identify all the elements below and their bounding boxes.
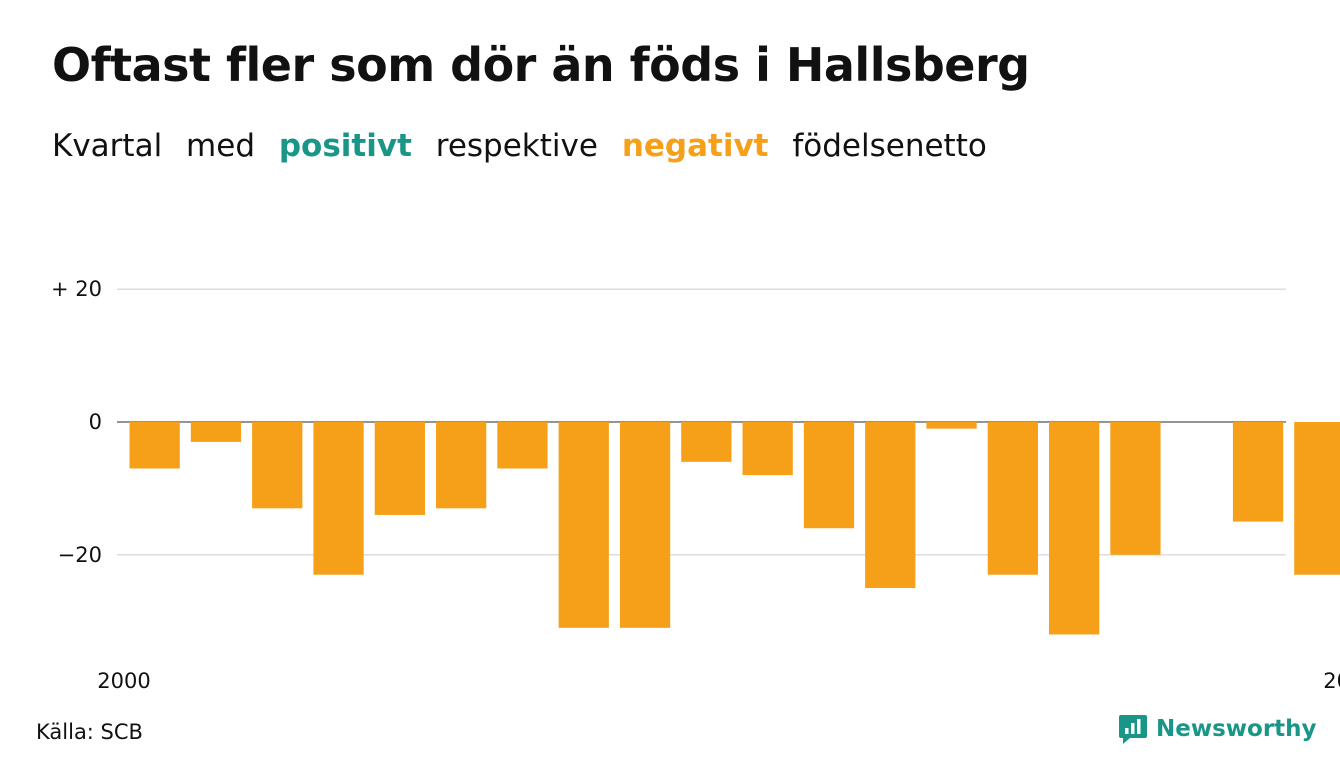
bar-negative xyxy=(1294,422,1340,575)
bar-negative xyxy=(926,422,977,429)
y-tick-label: + 20 xyxy=(51,277,102,301)
newsworthy-logo-icon xyxy=(1119,715,1147,744)
subtitle-word-med: med xyxy=(186,128,255,164)
newsworthy-brand: Newsworthy xyxy=(1118,713,1317,745)
bar-negative xyxy=(1110,422,1161,555)
subtitle-negative-legend: negativt xyxy=(621,128,769,164)
bar-negative xyxy=(681,422,732,462)
bar-negative xyxy=(313,422,364,575)
bar-negative xyxy=(497,422,548,469)
brand-name: Newsworthy xyxy=(1156,716,1317,742)
bar-negative xyxy=(129,422,180,469)
bar-negative xyxy=(1232,422,1284,522)
bar-negative xyxy=(619,422,671,628)
bar-negative xyxy=(742,422,793,476)
subtitle-positive-legend: positivt xyxy=(278,128,412,164)
bar-negative xyxy=(436,422,487,509)
y-tick-label: 0 xyxy=(89,410,102,434)
subtitle-word-fodelsenetto: födelsenetto xyxy=(792,128,987,164)
x-tick-label: 2005 xyxy=(1323,669,1340,693)
bar-negative xyxy=(190,422,242,442)
subtitle-word-kvartal: Kvartal xyxy=(52,128,163,164)
bar-negative xyxy=(987,422,1038,575)
bar-negative xyxy=(1049,422,1100,635)
subtitle-word-respektive: respektive xyxy=(435,128,598,164)
chart-title: Oftast fler som dör än föds i Hallsberg xyxy=(52,38,1030,92)
bar-negative xyxy=(374,422,425,515)
y-tick-label: −20 xyxy=(58,543,102,567)
bar-negative xyxy=(252,422,303,509)
chart-subtitle: Kvartal med positivt respektive negativt… xyxy=(52,128,1001,164)
bar-negative xyxy=(803,422,855,529)
x-tick-label: 2000 xyxy=(97,669,150,693)
source-note: Källa: SCB xyxy=(36,720,143,744)
bar-negative xyxy=(865,422,916,588)
bar-negative xyxy=(558,422,609,628)
